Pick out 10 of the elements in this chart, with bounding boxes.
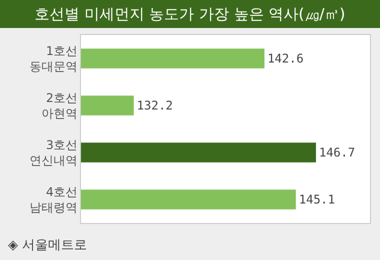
y-tick-label: 3호선 연신내역 bbox=[30, 138, 78, 168]
chart-title: 호선별 미세먼지 농도가 가장 높은 역사(㎍/㎥) bbox=[0, 0, 380, 28]
data-label: 132.2 bbox=[136, 98, 173, 112]
data-label: 142.6 bbox=[267, 52, 304, 66]
y-tick-label: 1호선 동대문역 bbox=[30, 44, 78, 74]
text: ◈ 서울메트로 bbox=[8, 238, 88, 253]
data-label: 146.7 bbox=[318, 146, 356, 160]
y-tick-label: 2호선 아현역 bbox=[42, 90, 78, 120]
y-tick-label: 4호선 남태령역 bbox=[30, 184, 78, 214]
data-label: 145.1 bbox=[298, 192, 335, 206]
